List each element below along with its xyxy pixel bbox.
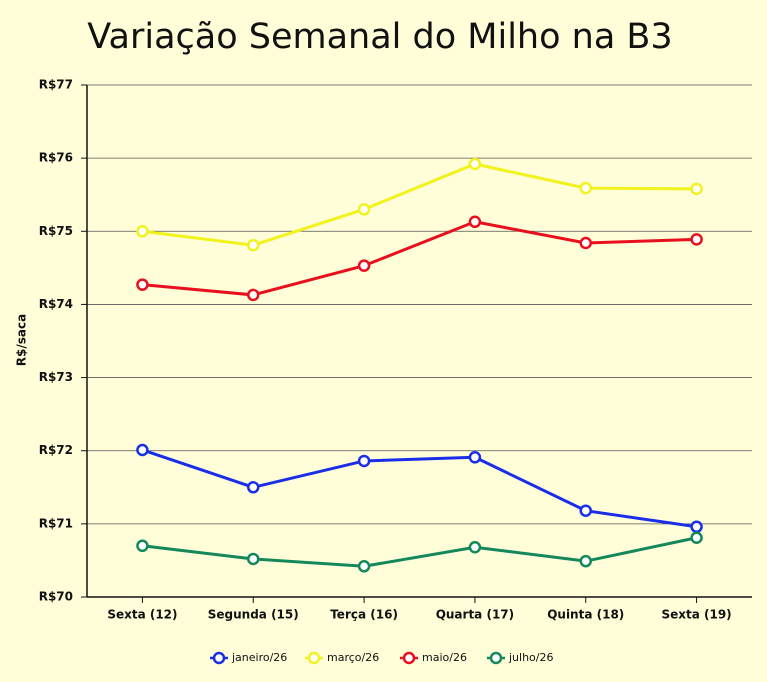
- legend-label: janeiro/26: [231, 651, 287, 664]
- point-marker: [136, 225, 149, 238]
- x-tick-label: Terça (16): [330, 608, 398, 622]
- x-tick-label: Quarta (17): [436, 608, 514, 622]
- point-marker: [468, 451, 482, 464]
- y-tick-label: R$70: [39, 590, 73, 604]
- point-marker: [357, 560, 371, 573]
- point-marker: [357, 259, 371, 272]
- legend-marker: [402, 651, 416, 665]
- x-tick-label: Sexta (12): [107, 608, 177, 622]
- chart-title: Variação Semanal do Milho na B3: [87, 17, 672, 57]
- point-marker: [690, 520, 703, 534]
- point-marker: [579, 504, 592, 517]
- point-marker: [357, 454, 371, 468]
- legend-label: julho/26: [508, 651, 554, 664]
- point-marker: [468, 541, 482, 554]
- point-marker: [136, 278, 149, 291]
- y-tick-label: R$75: [39, 224, 73, 238]
- series-line: [142, 220, 697, 297]
- point-marker: [136, 443, 149, 457]
- x-tick-label: Segunda (15): [208, 608, 299, 622]
- point-marker: [690, 531, 703, 545]
- point-marker: [468, 157, 482, 171]
- point-marker: [579, 236, 592, 250]
- series-line: [141, 448, 697, 529]
- point-marker: [579, 181, 592, 195]
- legend-label: março/26: [327, 651, 379, 664]
- legend-label: maio/26: [422, 651, 467, 664]
- point-marker: [690, 182, 703, 196]
- legend-marker: [307, 651, 321, 665]
- y-tick-label: R$74: [39, 297, 73, 311]
- point-marker: [247, 288, 260, 302]
- point-marker: [357, 203, 371, 216]
- legend-marker: [212, 651, 226, 665]
- legend-marker: [489, 651, 503, 665]
- point-marker: [247, 481, 260, 494]
- series-line: [142, 162, 697, 247]
- y-tick-label: R$77: [39, 78, 73, 92]
- point-marker: [468, 215, 482, 229]
- point-marker: [247, 238, 260, 252]
- y-tick-label: R$73: [39, 370, 73, 384]
- x-tick-label: Quinta (18): [547, 608, 624, 622]
- y-tick-label: R$76: [39, 151, 73, 165]
- point-marker: [690, 233, 703, 246]
- y-tick-label: R$71: [39, 516, 73, 530]
- point-marker: [579, 554, 592, 568]
- y-tick-label: R$72: [39, 443, 73, 457]
- series-line: [142, 536, 697, 568]
- y-axis-label: R$/saca: [15, 314, 29, 366]
- point-marker: [247, 552, 260, 566]
- point-marker: [136, 539, 149, 553]
- x-tick-label: Sexta (19): [661, 608, 731, 622]
